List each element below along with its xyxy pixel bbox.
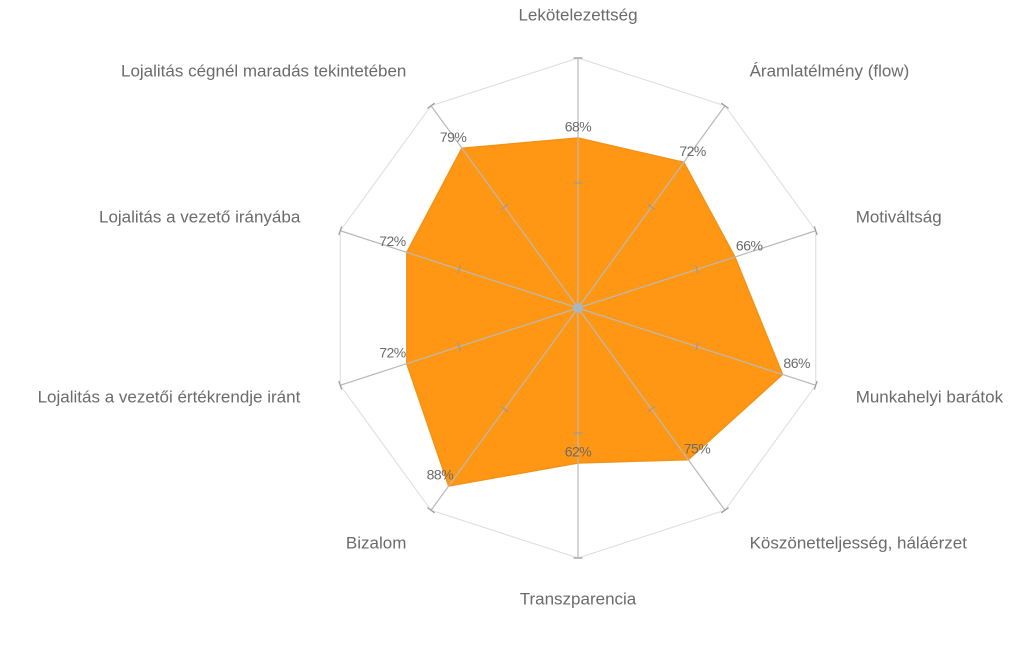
data-label: 72% <box>379 344 406 360</box>
category-label: Köszönetteljesség, háláérzet <box>750 534 968 553</box>
category-label: Lekötelezettség <box>518 5 637 24</box>
data-label: 88% <box>427 467 454 483</box>
data-label: 72% <box>679 143 706 159</box>
axis-tick <box>813 226 818 236</box>
axis-tick <box>720 102 729 109</box>
category-label: Lojalitás a vezetői értékrendje iránt <box>38 388 301 407</box>
category-label: Munkahelyi barátok <box>856 388 1004 407</box>
spoke-layer <box>338 57 818 559</box>
axis-tick <box>500 405 509 413</box>
data-label: 72% <box>379 233 406 249</box>
axis-tick <box>338 380 343 390</box>
axis-tick <box>720 507 729 514</box>
axis-tick <box>427 507 436 514</box>
axis-tick <box>457 342 462 352</box>
axis-tick <box>647 405 656 413</box>
category-label: Bizalom <box>346 534 406 553</box>
category-label: Transzparencia <box>520 589 637 608</box>
data-label: 66% <box>736 238 763 254</box>
series-area-layer <box>406 137 784 487</box>
axis-tick <box>427 102 436 109</box>
axis-tick <box>457 264 462 274</box>
axis-tick <box>694 342 699 352</box>
axis-tick <box>813 380 818 390</box>
category-label: Lojalitás cégnél maradás tekintetében <box>121 61 406 80</box>
category-label: Lojalitás a vezető irányába <box>99 207 301 226</box>
data-label: 79% <box>440 129 467 145</box>
axis-tick <box>500 203 509 211</box>
label-layer: Lekötelezettség Áramlatélmény (flow) Motiv… <box>38 5 1004 608</box>
data-label: 86% <box>783 355 810 371</box>
category-label: Áramlatélmény (flow) <box>750 61 910 80</box>
axis-tick <box>338 226 343 236</box>
data-label: 68% <box>565 119 592 135</box>
series-area <box>406 137 784 487</box>
category-label: Motiváltság <box>856 207 942 226</box>
data-label: 75% <box>684 440 711 456</box>
axis-tick <box>647 203 656 211</box>
axis-tick <box>694 264 699 274</box>
center-marker <box>573 303 583 313</box>
data-label: 62% <box>565 444 592 460</box>
